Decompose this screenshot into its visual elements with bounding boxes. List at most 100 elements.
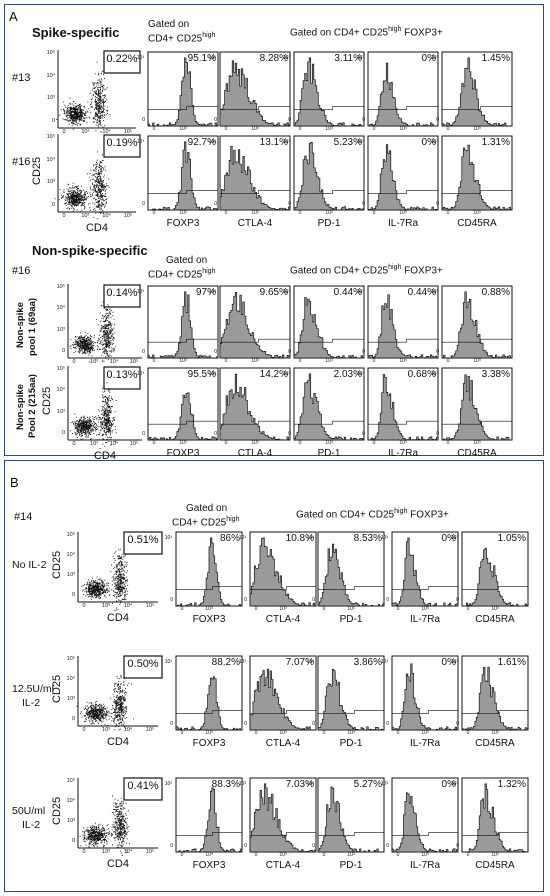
- histogram-x-tick: 0: [224, 126, 228, 132]
- histogram-gate-line: [176, 586, 242, 591]
- histogram-y-tick: 0: [288, 349, 291, 355]
- histogram-y-tick: 0: [142, 349, 145, 355]
- condition-label: IL-2: [22, 819, 41, 831]
- histogram-x-tick: 10³: [251, 210, 259, 216]
- histogram-percentage: 0.88%: [481, 287, 510, 298]
- dot-plot-x-tick: 10³: [81, 129, 90, 135]
- histogram-percentage: 5.27%: [353, 779, 382, 790]
- histogram-distribution: [317, 543, 385, 607]
- histogram-gate-line: [442, 338, 512, 343]
- histogram-y-tick: 10³: [208, 371, 216, 377]
- histogram-gate-line: [294, 106, 364, 111]
- dot-plot-x-tick: 10⁴: [123, 727, 133, 733]
- histogram-marker-label: FOXP3: [192, 738, 226, 749]
- dot-plot-y-tick: 10⁵: [46, 134, 55, 140]
- histogram-x-tick: 10³: [421, 730, 429, 736]
- histogram-distribution: [442, 291, 512, 359]
- dot-plot-x-tick: 10³: [81, 213, 90, 219]
- section-title-spike: Spike-specific: [32, 25, 120, 40]
- panel-b-label: B: [10, 475, 19, 490]
- histogram-x-tick: 10³: [399, 440, 407, 446]
- gate-percentage: 0.41%: [127, 780, 159, 792]
- histogram-marker-label: CTLA-4: [265, 614, 301, 625]
- dot-plot-events: [54, 151, 110, 220]
- histogram-y-tick: 10³: [356, 55, 364, 61]
- histogram-y-tick: 10³: [430, 371, 438, 377]
- histogram-x-tick: 10³: [473, 358, 481, 364]
- gate-percentage: 0.13%: [106, 369, 138, 381]
- histogram-y-tick: 10³: [306, 535, 314, 541]
- histogram-y-tick: 10³: [380, 781, 388, 787]
- dot-plot-y-label: CD25: [51, 674, 63, 703]
- dot-plot-events: [81, 548, 129, 611]
- histogram-x-tick: 10³: [325, 440, 333, 446]
- condition-label: Non-spike: [15, 384, 26, 430]
- dot-plot-y-tick: 10³: [57, 408, 65, 415]
- histogram-gate-line: [148, 420, 218, 425]
- histogram-marker-label: IL-7Ra: [387, 218, 419, 229]
- histogram-y-tick: 0: [436, 349, 439, 355]
- histogram-gate-line: [220, 190, 290, 195]
- histogram-gate-line: [442, 190, 512, 195]
- histogram-marker-label: CTLA-4: [265, 860, 301, 871]
- histogram-x-tick: 0: [152, 440, 156, 446]
- gate-label-cd25: CD4+ CD25high: [148, 268, 215, 280]
- panel-a-label: A: [9, 9, 18, 24]
- histogram-gate-line: [148, 106, 218, 111]
- gate-label-foxp3: Gated on CD4+ CD25high FOXP3+: [296, 508, 449, 520]
- histogram-percentage: 13.1%: [259, 137, 288, 148]
- histogram-x-tick: 0: [396, 852, 400, 858]
- dot-plot-y-tick: 0: [61, 348, 65, 354]
- histogram-x-tick: 10³: [279, 606, 287, 612]
- histogram-y-tick: 10³: [430, 139, 438, 145]
- gate-label-cd25: CD4+ CD25high: [148, 32, 215, 44]
- histogram-y-tick: 10³: [356, 139, 364, 145]
- gate-percentage: 0.22%: [106, 53, 138, 65]
- histogram-y-tick: 10³: [282, 55, 290, 61]
- histogram-x-tick: 0: [372, 358, 376, 364]
- gate-label-foxp3-text: Gated on CD4+ CD25: [290, 27, 389, 39]
- histogram-y-tick: 0: [362, 117, 365, 123]
- dot-plot-y-tick: 0: [51, 118, 55, 124]
- histogram-x-tick: 10³: [491, 606, 499, 612]
- histogram-x-tick: 0: [224, 440, 228, 446]
- histogram-percentage: 7.07%: [285, 657, 314, 668]
- dot-plot-x-tick: 10³: [102, 727, 110, 733]
- dot-plot-y-tick: 10³: [67, 572, 75, 578]
- histogram-distribution: [391, 792, 459, 853]
- histogram-gate-line: [220, 420, 290, 425]
- gate-label-cd25-superscript: high: [202, 268, 216, 275]
- histogram-x-tick: 0: [466, 606, 470, 612]
- histogram-y-tick: 0: [288, 117, 291, 123]
- histogram-gate-line: [250, 586, 316, 591]
- dot-plot-gate: [103, 134, 141, 158]
- histogram-distribution: [219, 373, 290, 441]
- histogram-gate-line: [176, 710, 242, 715]
- histogram-distribution: [293, 142, 365, 211]
- sample-label: #13: [12, 72, 31, 84]
- histogram-percentage: 86%: [219, 533, 240, 544]
- histogram-percentage: 95.5%: [187, 369, 216, 380]
- dot-plot-y-label: CD25: [51, 550, 63, 579]
- histogram-y-tick: 0: [312, 597, 315, 603]
- histogram-x-tick: 10³: [279, 730, 287, 736]
- histogram-y-tick: 0: [214, 117, 217, 123]
- dot-plot-y-tick: 10⁴: [66, 676, 75, 682]
- histogram-percentage: 0%: [421, 53, 436, 64]
- histogram-distribution: [368, 62, 438, 127]
- histogram-x-tick: 10³: [491, 730, 499, 736]
- histogram-marker-label: PD-1: [339, 860, 363, 871]
- histogram-y-tick: 0: [386, 843, 389, 849]
- condition-label: 12.5U/ml: [12, 683, 55, 695]
- histogram-gate-line: [392, 832, 458, 837]
- histogram-gate-line: [318, 586, 384, 591]
- histogram-gate-line: [294, 420, 364, 425]
- dot-plot-gate: [103, 284, 141, 308]
- dot-plot-x-tick: 10⁴: [102, 129, 111, 135]
- histogram-y-tick: 10³: [208, 289, 216, 295]
- dot-plot-y-tick: 10⁵: [56, 366, 65, 372]
- dot-plot-x-label: CD4: [93, 450, 117, 462]
- histogram-distribution: [176, 787, 243, 853]
- dot-plot-y-label: CD25: [51, 796, 63, 825]
- histogram-y-tick: 10³: [380, 535, 388, 541]
